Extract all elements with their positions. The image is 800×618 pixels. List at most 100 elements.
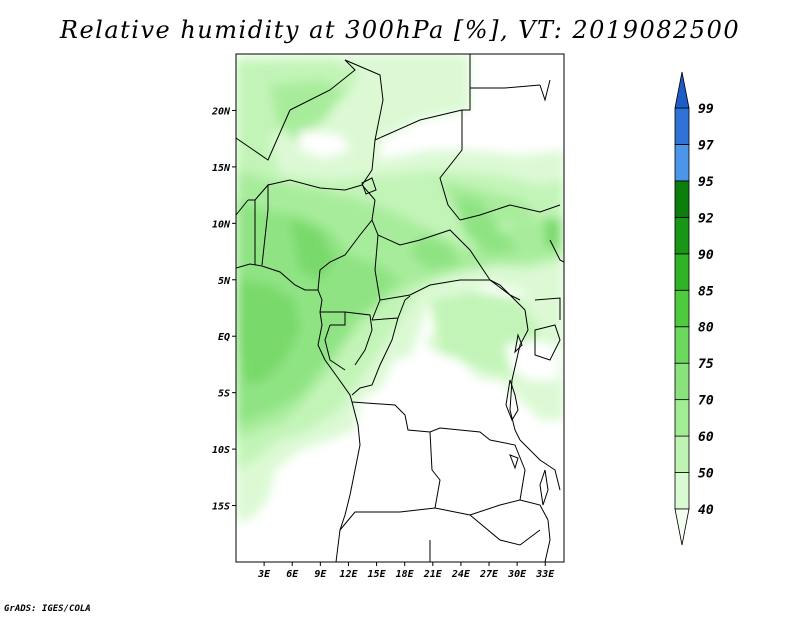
border-benin bbox=[254, 183, 269, 266]
x-tick-label: 18E bbox=[396, 569, 415, 580]
map-frame bbox=[235, 53, 565, 563]
border-cameroon-car bbox=[371, 234, 381, 321]
chart-title: Relative humidity at 300hPa [%], VT: 201… bbox=[59, 16, 741, 44]
border-egypt-sudan bbox=[470, 84, 541, 89]
x-tick-label: 21E bbox=[423, 569, 443, 580]
y-axis: 20N 15N 10N 5N EQ 5S 10S 15S bbox=[211, 106, 236, 513]
border-zambia-malawi bbox=[519, 499, 549, 521]
border-libya-egypt bbox=[462, 54, 471, 111]
colorbar-segment bbox=[674, 180, 690, 218]
humidity-band-70 bbox=[236, 200, 400, 425]
y-tick-label: 10N bbox=[212, 219, 231, 230]
colorbar-label: 60 bbox=[698, 430, 714, 445]
lake-albert bbox=[514, 333, 523, 354]
border-niger-libya bbox=[344, 59, 384, 141]
colorbar-label: 99 bbox=[698, 102, 714, 117]
coast-red-sea bbox=[539, 79, 551, 102]
border-niger-nigeria bbox=[267, 179, 363, 191]
border-south-sudan-ethiopia bbox=[549, 239, 564, 263]
x-tick-label: 30E bbox=[507, 569, 527, 580]
border-zambia-east bbox=[469, 439, 526, 516]
humidity-field bbox=[236, 54, 564, 520]
colorbar-label: 80 bbox=[698, 321, 714, 336]
country-borders bbox=[236, 54, 564, 562]
lakes bbox=[361, 177, 561, 506]
border-mozambique bbox=[544, 519, 551, 562]
colorbar-label: 50 bbox=[698, 467, 714, 482]
border-zimbabwe bbox=[469, 514, 541, 546]
colorbar-segment bbox=[674, 216, 690, 255]
humidity-band-75-west bbox=[238, 280, 300, 385]
colorbar-label: 75 bbox=[698, 357, 714, 372]
credit-label: GrADS: IGES/COLA bbox=[4, 604, 91, 614]
border-libya-sudan bbox=[374, 109, 463, 141]
colorbar-segment bbox=[674, 107, 690, 145]
border-drc-congo-river bbox=[351, 317, 399, 396]
colorbar-segment bbox=[674, 289, 690, 328]
y-tick-label: 20N bbox=[211, 106, 231, 117]
colorbar-label: 90 bbox=[698, 248, 714, 263]
colorbar: 40 50 60 70 75 80 85 90 92 95 97 99 bbox=[674, 71, 714, 546]
border-ghana bbox=[236, 199, 249, 216]
y-tick-label: 10S bbox=[212, 445, 230, 456]
colorbar-label: 85 bbox=[698, 284, 714, 299]
lake-malawi bbox=[539, 469, 549, 506]
border-congo bbox=[344, 311, 373, 366]
lake-mweru bbox=[509, 454, 519, 470]
border-mali-niger bbox=[236, 109, 291, 161]
y-tick-label: 5N bbox=[218, 276, 231, 287]
colorbar-segment bbox=[674, 326, 690, 364]
humidity-band-60-north bbox=[270, 80, 345, 140]
colorbar-min-arrow bbox=[674, 508, 690, 546]
humidity-band-70-east bbox=[455, 195, 520, 255]
x-tick-label: 15E bbox=[368, 569, 387, 580]
border-algeria-niger bbox=[289, 59, 356, 111]
x-tick-label: 24E bbox=[451, 569, 471, 580]
border-uganda-kenya bbox=[534, 297, 561, 320]
humidity-band-75-east bbox=[545, 215, 560, 250]
x-axis: 3E 6E 9E 12E 15E 18E 21E 24E 27E 30E 33E bbox=[257, 562, 555, 580]
humidity-band-75-north bbox=[290, 220, 335, 280]
border-tanzania bbox=[519, 439, 561, 491]
colorbar-label: 97 bbox=[698, 138, 714, 153]
y-tick-label: 5S bbox=[218, 389, 230, 400]
border-togo bbox=[248, 199, 256, 265]
x-tick-label: 6E bbox=[286, 569, 299, 580]
colorbar-segment bbox=[674, 144, 690, 182]
border-gabon-congo bbox=[324, 324, 346, 371]
colorbar-max-arrow bbox=[674, 71, 690, 109]
y-tick-label: 15N bbox=[212, 163, 231, 174]
colorbar-label: 40 bbox=[698, 503, 714, 518]
x-tick-label: 12E bbox=[339, 569, 358, 580]
coast-gulf-of-guinea bbox=[236, 263, 323, 313]
colorbar-segment bbox=[674, 362, 690, 401]
x-tick-label: 27E bbox=[479, 569, 499, 580]
lake-victoria bbox=[534, 324, 561, 361]
x-tick-label: 3E bbox=[257, 569, 271, 580]
border-south-sudan-drc bbox=[489, 279, 526, 311]
coast-west-central bbox=[317, 311, 361, 562]
border-angola-zambia bbox=[429, 431, 441, 509]
colorbar-segment bbox=[674, 253, 690, 291]
border-cameroon-gabon bbox=[320, 311, 346, 326]
border-angola-namibia bbox=[339, 507, 471, 531]
colorbar-label: 70 bbox=[698, 394, 714, 409]
humidity-band-70-center bbox=[410, 235, 460, 270]
colorbar-segment bbox=[674, 399, 690, 437]
border-chad-sudan bbox=[439, 110, 463, 221]
colorbar-segment bbox=[674, 472, 690, 510]
y-tick-label: 15S bbox=[212, 502, 230, 513]
lake-tanganyika bbox=[505, 379, 519, 422]
y-tick-label: EQ bbox=[218, 332, 230, 343]
dry-patch-north bbox=[300, 130, 350, 158]
colorbar-segment bbox=[674, 435, 690, 473]
border-sudan-south-sudan bbox=[459, 204, 561, 221]
x-tick-label: 9E bbox=[314, 569, 327, 580]
colorbar-label: 92 bbox=[698, 211, 714, 226]
lake-chad bbox=[361, 177, 377, 195]
colorbar-label: 95 bbox=[698, 175, 714, 190]
x-tick-label: 33E bbox=[535, 569, 555, 580]
border-drc-west bbox=[371, 295, 411, 321]
border-drc-east bbox=[509, 309, 529, 441]
